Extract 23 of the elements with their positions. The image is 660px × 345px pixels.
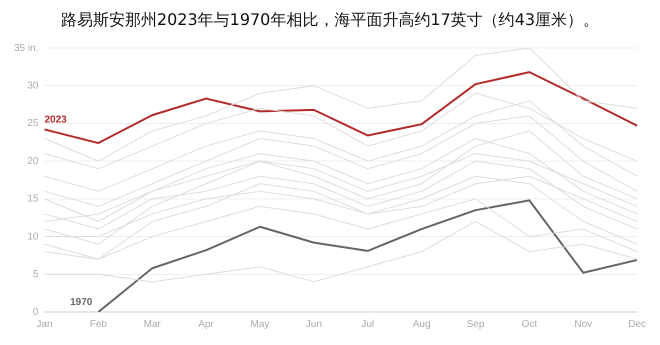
x-tick-label: Jul bbox=[361, 318, 374, 330]
x-tick-label: Mar bbox=[144, 318, 162, 330]
y-tick-label: 25 bbox=[27, 118, 39, 130]
chart-title: 路易斯安那州2023年与1970年相比，海平面升高约17英寸（约43厘米）。 bbox=[60, 9, 600, 31]
y-tick-label: 20 bbox=[27, 156, 39, 167]
x-tick-label: Aug bbox=[412, 318, 430, 330]
y-tick-label: 30 bbox=[27, 80, 39, 92]
x-tick-label: Oct bbox=[522, 318, 538, 330]
x-tick-label: Jun bbox=[306, 318, 322, 330]
y-tick-label: 15 bbox=[27, 194, 39, 205]
x-tick-label: Apr bbox=[198, 318, 215, 330]
x-tick-label: Dec bbox=[628, 318, 646, 330]
y-tick-label: 35 in. bbox=[14, 42, 38, 54]
y-tick-label: 10 bbox=[27, 231, 39, 242]
series-label: 1970 bbox=[70, 297, 93, 308]
y-tick-label: 0 bbox=[32, 306, 39, 318]
x-tick-label: Sep bbox=[466, 318, 485, 330]
series-label: 2023 bbox=[44, 114, 68, 126]
x-tick-label: Jan bbox=[36, 318, 53, 330]
y-tick-label: 5 bbox=[32, 269, 39, 280]
x-tick-label: May bbox=[250, 318, 270, 330]
x-tick-label: Nov bbox=[574, 318, 592, 330]
x-tick-label: Feb bbox=[90, 318, 108, 330]
